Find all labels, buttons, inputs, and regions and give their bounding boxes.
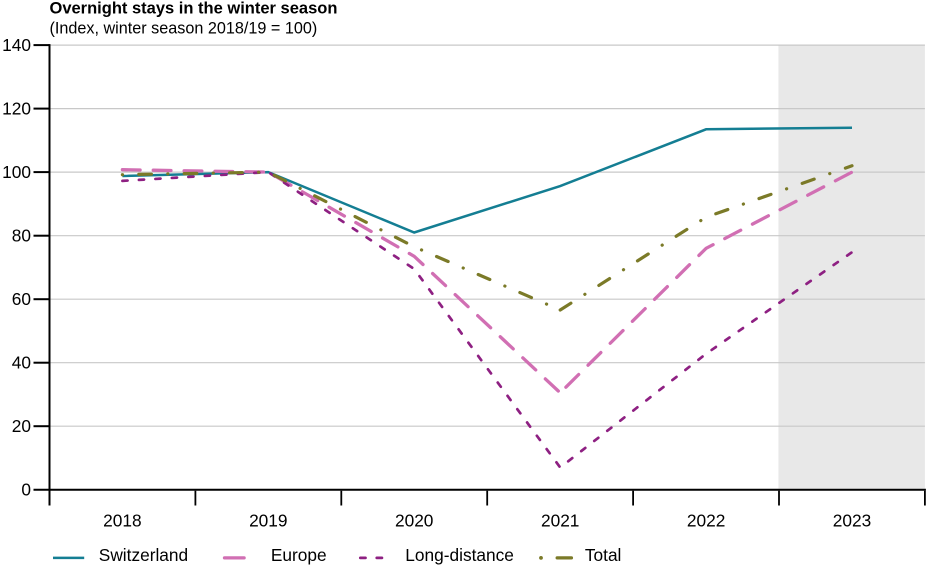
svg-text:100: 100	[2, 162, 31, 182]
svg-text:Long-distance: Long-distance	[405, 545, 514, 565]
svg-text:120: 120	[2, 99, 31, 119]
svg-text:Switzerland: Switzerland	[99, 545, 188, 565]
svg-text:20: 20	[12, 416, 31, 436]
svg-text:2022: 2022	[687, 510, 725, 530]
svg-text:2019: 2019	[249, 510, 287, 530]
svg-text:40: 40	[12, 353, 31, 373]
svg-text:2021: 2021	[541, 510, 579, 530]
svg-text:140: 140	[2, 35, 31, 55]
svg-text:0: 0	[21, 480, 31, 500]
svg-text:2020: 2020	[395, 510, 433, 530]
svg-text:(Index, winter season 2018/19: (Index, winter season 2018/19 = 100)	[50, 20, 318, 38]
svg-text:Europe: Europe	[271, 545, 327, 565]
svg-text:80: 80	[12, 226, 31, 246]
svg-text:Overnight stays in the winter: Overnight stays in the winter season	[50, 0, 338, 18]
svg-text:60: 60	[12, 289, 31, 309]
svg-text:2023: 2023	[833, 510, 871, 530]
svg-text:Total: Total	[585, 545, 622, 565]
svg-text:2018: 2018	[103, 510, 141, 530]
